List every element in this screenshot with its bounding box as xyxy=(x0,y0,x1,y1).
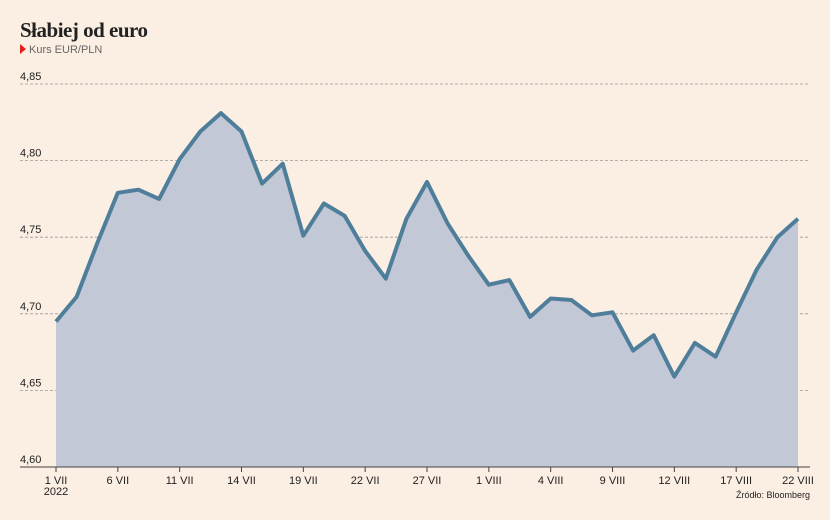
x-tick-label: 11 VII xyxy=(166,475,194,487)
y-tick-label: 4,70 xyxy=(20,301,41,313)
x-tick-label: 14 VII xyxy=(227,475,256,487)
source: Źródło: Bloomberg xyxy=(736,490,810,500)
x-tick-label: 27 VII xyxy=(413,475,442,487)
x-tick-label: 1 VII xyxy=(45,475,68,487)
x-tick-label: 22 VIII xyxy=(782,475,814,487)
subtitle-marker xyxy=(20,44,26,54)
x-tick-label: 17 VIII xyxy=(720,475,752,487)
x-tick-label: 4 VIII xyxy=(538,475,564,487)
chart-title: Słabiej od euro xyxy=(20,18,147,42)
x-tick-label: 22 VII xyxy=(351,475,380,487)
area xyxy=(56,113,798,467)
x-tick-label: 19 VII xyxy=(289,475,318,487)
y-tick-label: 4,75 xyxy=(20,224,41,236)
x-tick-label: 12 VIII xyxy=(658,475,690,487)
y-tick-label: 4,85 xyxy=(20,71,41,83)
x-tick-label: 1 VIII xyxy=(476,475,502,487)
line xyxy=(54,111,800,379)
x-tick-label: 9 VIII xyxy=(600,475,626,487)
year-label: 2022 xyxy=(44,486,68,498)
y-tick-label: 4,80 xyxy=(20,148,41,160)
x-tick-label: 6 VII xyxy=(107,475,130,487)
y-tick-label: 4,65 xyxy=(20,377,41,389)
y-tick-label: 4,60 xyxy=(20,454,41,466)
chart-subtitle: Kurs EUR/PLN xyxy=(29,44,102,56)
